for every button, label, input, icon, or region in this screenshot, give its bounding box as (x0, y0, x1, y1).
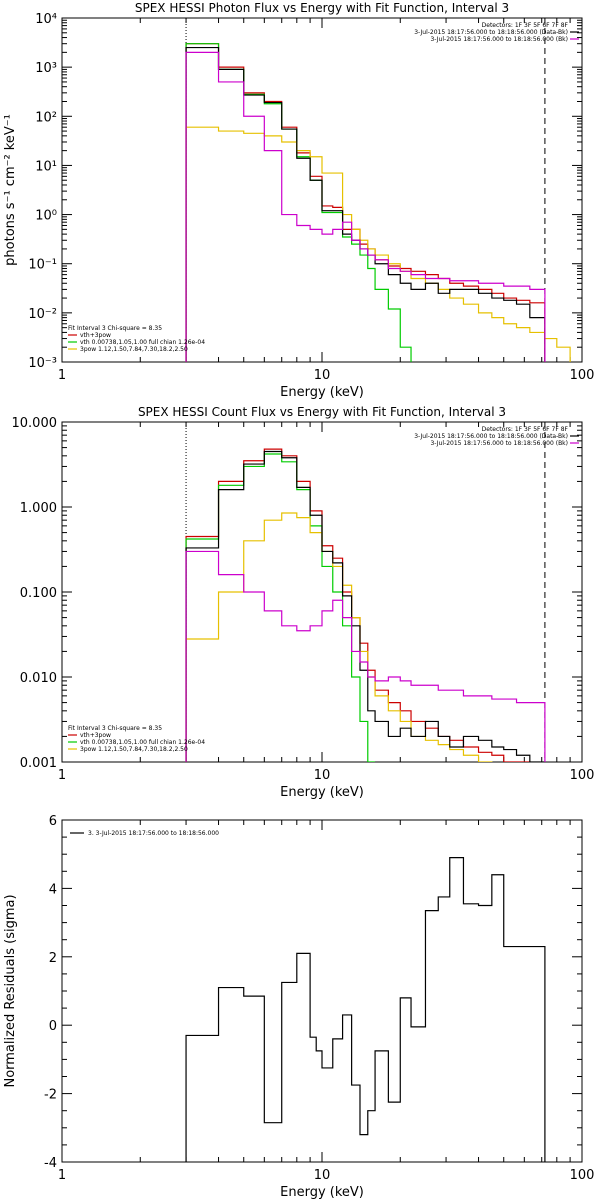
series-vth-line (185, 43, 427, 362)
legend-left-entry: Fit Interval 3 Chi-square = 8.35 (68, 725, 162, 732)
series-pow-line (185, 126, 571, 362)
y-axis-label: photons s⁻¹ cm⁻² keV⁻¹ (3, 114, 18, 266)
series-pow-line (185, 512, 505, 762)
y-tick-label: 10⁴ (35, 12, 57, 27)
series-total-line (185, 43, 546, 362)
legend-entry: 3. 3-Jul-2015 18:17:56.000 to 18:18:56.0… (88, 830, 219, 837)
legend-right-entry: Detectors: 1F 3F 5F 6F 7F 8F (482, 426, 569, 433)
y-tick-label: 10² (35, 110, 57, 125)
x-tick-label: 1 (58, 768, 66, 783)
legend-left-entry: vth 0.00738,1.05,1.00 full chian 1.26e-0… (80, 339, 205, 346)
x-axis-label: Energy (keV) (280, 385, 364, 400)
legend-left-entry: vth 0.00738,1.05,1.00 full chian 1.26e-0… (80, 739, 205, 746)
y-tick-label: 0 (49, 1019, 57, 1034)
x-tick-label: 10 (314, 1168, 331, 1183)
plot-frame (61, 819, 583, 1163)
x-tick-label: 100 (570, 768, 595, 783)
series-bk-line (185, 550, 546, 762)
y-tick-label: 10⁰ (35, 209, 57, 224)
y-tick-label: 6 (49, 814, 57, 829)
y-tick-label: 0.001 (20, 756, 57, 771)
x-tick-label: 10 (314, 768, 331, 783)
y-tick-label: 10⁻¹ (28, 258, 57, 273)
legend-left-entry: vth+3pow (80, 332, 111, 339)
legend-right-entry: 3-Jul-2015 18:17:56.000 to 18:18:56.000 … (414, 433, 568, 440)
x-tick-label: 100 (570, 1168, 595, 1183)
legend-left-entry: 3pow 1.12,1.50,7.84,7.30,18.2,2.50 (80, 346, 188, 353)
y-tick-label: 10⁻³ (28, 356, 57, 371)
x-tick-label: 100 (570, 368, 595, 383)
legend-left-entry: 3pow 1.12,1.50,7.84,7.30,18.2,2.50 (80, 746, 188, 753)
legend-right-entry: 3-Jul-2015 18:17:56.000 to 18:18:56.000 … (430, 440, 568, 447)
y-tick-label: 0.100 (20, 586, 57, 601)
panel-1: SPEX HESSI Photon Flux vs Energy with Fi… (3, 1, 594, 400)
series-data-line (185, 450, 545, 762)
y-tick-label: -4 (44, 1156, 57, 1171)
x-tick-label: 1 (58, 368, 66, 383)
x-axis-label: Energy (keV) (280, 1185, 364, 1200)
y-tick-label: -2 (44, 1088, 57, 1103)
y-tick-label: 1.000 (20, 501, 57, 516)
legend-right-entry: Detectors: 1F 3F 5F 6F 7F 8F (482, 22, 569, 29)
y-tick-label: 10³ (35, 61, 57, 76)
y-tick-label: 4 (49, 882, 57, 897)
chart-title: SPEX HESSI Count Flux vs Energy with Fit… (138, 405, 506, 419)
series-data-line (185, 46, 546, 362)
y-axis-label: Normalized Residuals (sigma) (3, 894, 18, 1087)
legend-left-entry: vth+3pow (80, 732, 111, 739)
y-tick-label: 10⁻² (28, 307, 57, 322)
series-total-line (185, 448, 546, 762)
y-tick-label: 10.000 (12, 416, 58, 431)
x-tick-label: 1 (58, 1168, 66, 1183)
panel-3: 1 10 100 Energy (keV) -4 -2 0 2 4 6 Normalized Res… (3, 814, 594, 1200)
series-bk-line (185, 51, 546, 362)
y-tick-label: 0.010 (20, 671, 57, 686)
x-axis-label: Energy (keV) (280, 785, 364, 800)
series-group (185, 43, 571, 362)
legend-right-entry: 3-Jul-2015 18:17:56.000 to 18:18:56.000 … (430, 36, 568, 43)
legend-left-entry: Fit Interval 3 Chi-square = 8.35 (68, 325, 162, 332)
series-vth-line (185, 453, 376, 762)
plot-frame (61, 421, 583, 763)
panel-2: SPEX HESSI Count Flux vs Energy with Fit… (12, 405, 595, 800)
legend-right-entry: 3-Jul-2015 18:17:56.000 to 18:18:56.000 … (414, 29, 568, 36)
series-data-line (185, 857, 546, 1162)
series-group (185, 857, 546, 1162)
y-tick-label: 10¹ (35, 159, 57, 174)
y-tick-label: 2 (49, 951, 57, 966)
series-group (185, 448, 546, 762)
x-tick-label: 10 (314, 368, 331, 383)
chart-title: SPEX HESSI Photon Flux vs Energy with Fi… (135, 1, 509, 15)
